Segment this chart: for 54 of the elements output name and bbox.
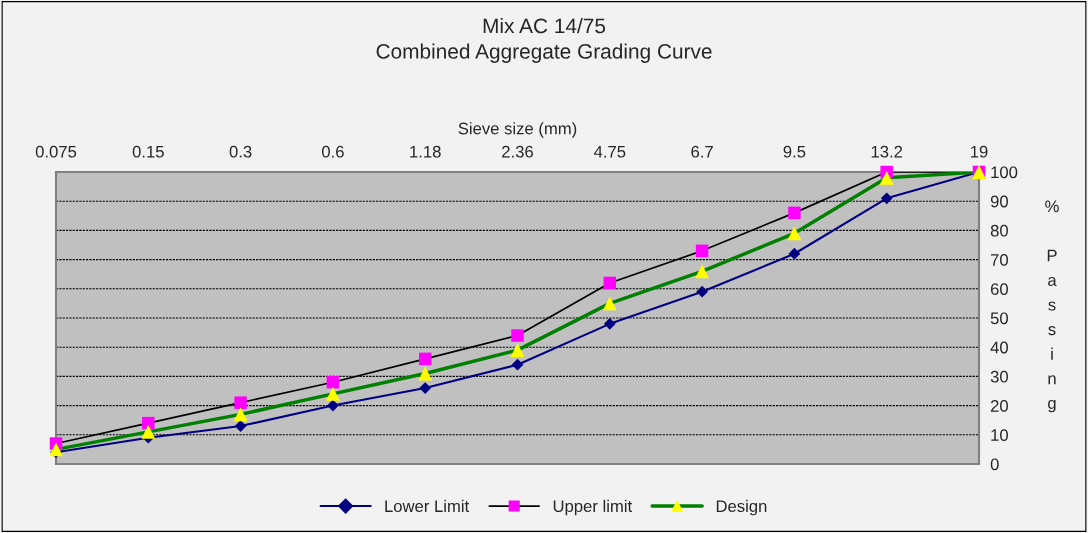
point [788,206,801,220]
point [880,192,893,205]
y-tick-label: 100 [991,166,1018,179]
x-tick-label: 0.6 [321,145,344,158]
x-tick-label: 0.15 [132,145,164,158]
y-tick-label: 20 [990,400,1008,412]
point [511,358,524,371]
x-tick-label: 9.5 [783,145,806,158]
point [787,226,802,241]
point [325,386,340,401]
point [234,420,247,432]
point [142,416,155,430]
point [602,296,617,311]
point [510,343,525,358]
legend-label: Upper limit [553,499,633,516]
y-tick-label: 60 [990,283,1008,295]
point [879,170,894,185]
point [788,247,801,260]
x-tick-label: 2.36 [502,145,533,158]
point [233,407,248,422]
chart-title: Mix AC 14/75 Combined Aggregate Grading Curve [376,18,712,63]
x-tick-label: 6.7 [691,145,713,158]
y-tick-label: 10 [991,429,1008,441]
legend-label: Lower Limit [385,499,470,513]
point [603,276,617,290]
point [326,375,340,389]
x-tick-label: 0.075 [35,145,77,158]
x-tick-label: 1.18 [410,145,441,158]
x-tick-label: 0.3 [229,145,252,158]
y-tick-label: 90 [990,195,1008,208]
point [511,329,524,342]
x-tick-label: 4.75 [593,145,626,158]
point [234,396,247,409]
y-tick-label: 0 [990,458,999,471]
x-axis-title: Sieve size (mm) [458,122,577,138]
y-tick-label: 40 [990,341,1008,354]
y-tick-label: 70 [990,254,1008,266]
y-tick-label: 80 [990,224,1008,237]
point [696,285,708,298]
point [695,264,710,279]
y-tick-label: 30 [990,370,1008,383]
y-tick-label: 50 [990,312,1008,325]
point [327,399,339,412]
point [419,382,432,394]
point [418,352,432,366]
x-tick-label: 19 [971,145,988,158]
point [695,244,709,258]
point [141,424,156,439]
text: % Passing [1045,200,1059,413]
point [49,442,63,457]
point [418,366,433,381]
legend-label: Design [716,499,767,516]
x-tick-label: 13.2 [871,145,903,158]
point [603,317,616,330]
